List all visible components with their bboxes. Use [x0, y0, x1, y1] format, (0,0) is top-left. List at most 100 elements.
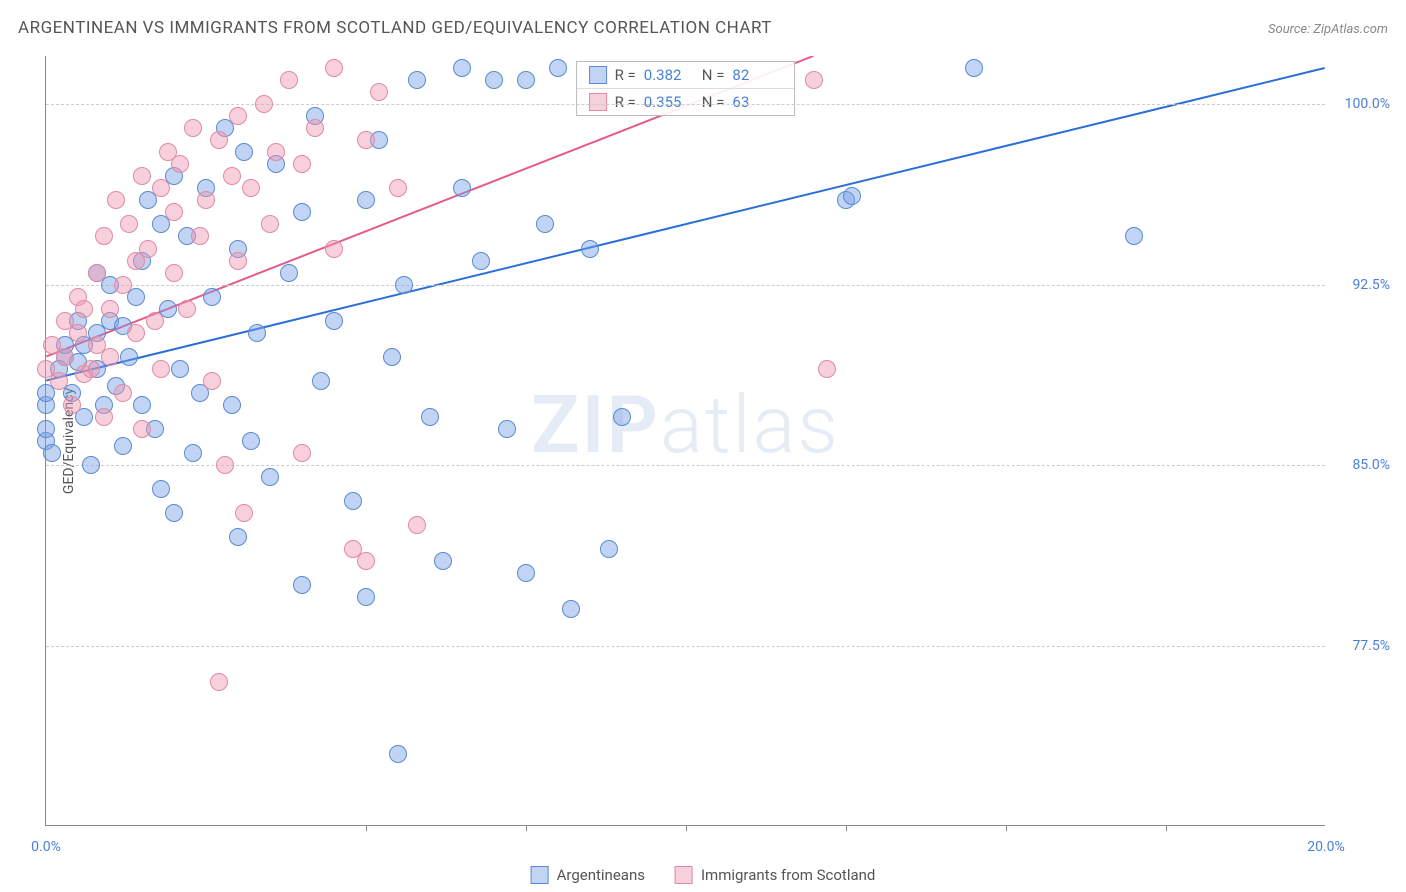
data-point — [165, 504, 183, 522]
series-legend: ArgentineansImmigrants from Scotland — [531, 866, 876, 884]
data-point — [184, 444, 202, 462]
data-point — [114, 276, 132, 294]
x-tick — [846, 825, 847, 831]
chart-header: ARGENTINEAN VS IMMIGRANTS FROM SCOTLAND … — [18, 18, 1388, 38]
data-point — [114, 384, 132, 402]
stat-n-label: N = — [702, 66, 725, 84]
stat-r-label: R = — [615, 66, 636, 84]
data-point — [82, 360, 100, 378]
data-point — [325, 240, 343, 258]
data-point — [267, 143, 285, 161]
data-point — [171, 155, 189, 173]
stats-row: R =0.382N =82 — [577, 62, 795, 88]
data-point — [210, 673, 228, 691]
y-tick-label: 77.5% — [1352, 638, 1390, 654]
data-point — [210, 131, 228, 149]
data-point — [114, 437, 132, 455]
data-point — [152, 360, 170, 378]
data-point — [101, 348, 119, 366]
data-point — [408, 71, 426, 89]
data-point — [255, 95, 273, 113]
data-point — [95, 227, 113, 245]
y-tick-label: 100.0% — [1345, 96, 1390, 112]
data-point — [581, 240, 599, 258]
data-point — [171, 360, 189, 378]
data-point — [370, 83, 388, 101]
data-point — [325, 312, 343, 330]
plot-area: GED/Equivalency ZIPatlas R =0.382N =82R … — [45, 56, 1325, 826]
chart-title: ARGENTINEAN VS IMMIGRANTS FROM SCOTLAND … — [18, 18, 772, 38]
legend-item: Immigrants from Scotland — [675, 866, 875, 884]
data-point — [235, 504, 253, 522]
data-point — [184, 119, 202, 137]
data-point — [56, 348, 74, 366]
data-point — [453, 59, 471, 77]
y-tick-label: 85.0% — [1352, 457, 1390, 473]
stat-r-value: 0.355 — [644, 93, 694, 111]
data-point — [229, 528, 247, 546]
gridline — [46, 104, 1325, 105]
data-point — [165, 203, 183, 221]
data-point — [197, 191, 215, 209]
legend-label: Immigrants from Scotland — [701, 866, 875, 884]
data-point — [293, 155, 311, 173]
legend-swatch — [675, 866, 693, 884]
data-point — [357, 552, 375, 570]
data-point — [357, 588, 375, 606]
data-point — [383, 348, 401, 366]
data-point — [325, 59, 343, 77]
watermark: ZIPatlas — [531, 378, 840, 472]
data-point — [133, 420, 151, 438]
chart-source: Source: ZipAtlas.com — [1268, 22, 1388, 37]
data-point — [223, 167, 241, 185]
data-point — [562, 600, 580, 618]
data-point — [306, 119, 324, 137]
data-point — [357, 131, 375, 149]
data-point — [107, 191, 125, 209]
data-point — [421, 408, 439, 426]
data-point — [229, 107, 247, 125]
data-point — [293, 444, 311, 462]
data-point — [37, 420, 55, 438]
gridline — [46, 285, 1325, 286]
data-point — [389, 179, 407, 197]
x-tick — [1006, 825, 1007, 831]
data-point — [434, 552, 452, 570]
data-point — [191, 227, 209, 245]
data-point — [517, 71, 535, 89]
data-point — [178, 300, 196, 318]
data-point — [101, 300, 119, 318]
data-point — [344, 492, 362, 510]
data-point — [395, 276, 413, 294]
data-point — [498, 420, 516, 438]
data-point — [139, 240, 157, 258]
data-point — [203, 288, 221, 306]
data-point — [43, 444, 61, 462]
x-tick — [526, 825, 527, 831]
gridline — [46, 465, 1325, 466]
data-point — [536, 215, 554, 233]
data-point — [357, 191, 375, 209]
data-point — [613, 408, 631, 426]
x-tick — [1166, 825, 1167, 831]
data-point — [389, 745, 407, 763]
data-point — [69, 324, 87, 342]
data-point — [216, 456, 234, 474]
stat-n-value: 63 — [732, 93, 782, 111]
data-point — [223, 396, 241, 414]
legend-swatch — [589, 66, 607, 84]
data-point — [63, 396, 81, 414]
data-point — [485, 71, 503, 89]
data-point — [95, 408, 113, 426]
x-tick-label: 20.0% — [1307, 839, 1345, 855]
data-point — [133, 396, 151, 414]
stats-legend: R =0.382N =82R = 0.355 N = 63 — [576, 61, 796, 116]
data-point — [965, 59, 983, 77]
data-point — [133, 167, 151, 185]
data-point — [293, 203, 311, 221]
data-point — [600, 540, 618, 558]
x-tick — [686, 825, 687, 831]
data-point — [127, 324, 145, 342]
data-point — [152, 480, 170, 498]
data-point — [152, 179, 170, 197]
